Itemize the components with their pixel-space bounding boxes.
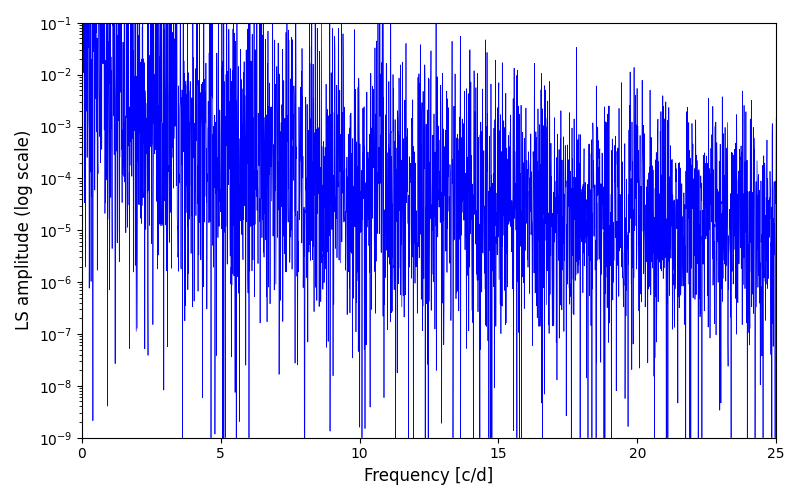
X-axis label: Frequency [c/d]: Frequency [c/d] xyxy=(364,467,494,485)
Y-axis label: LS amplitude (log scale): LS amplitude (log scale) xyxy=(15,130,33,330)
